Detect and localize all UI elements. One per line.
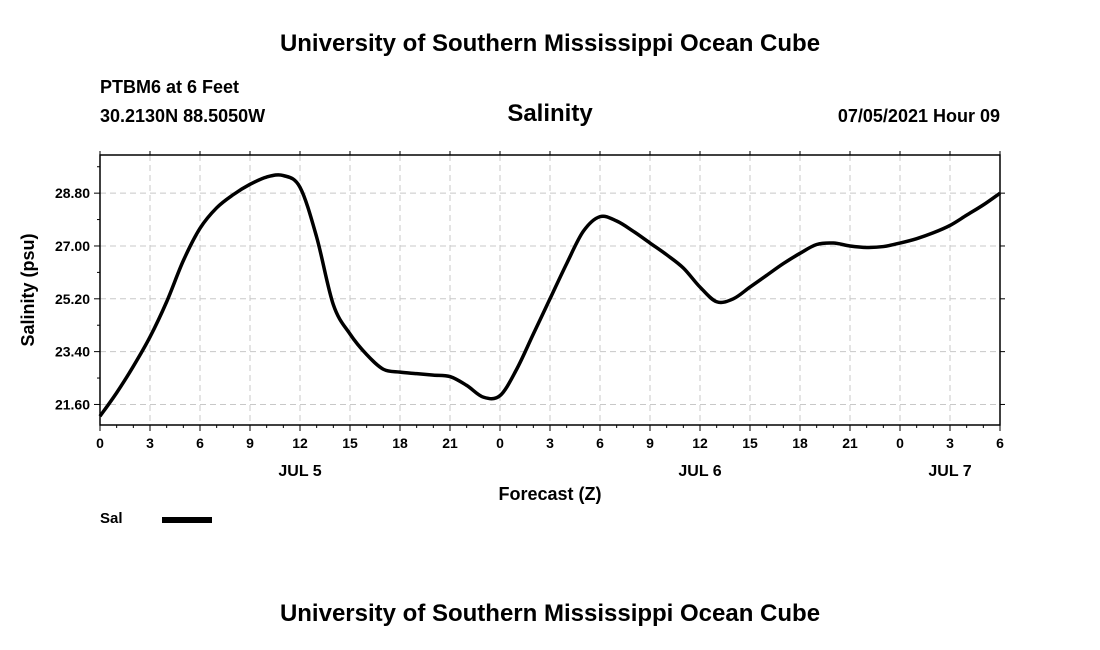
x-tick-label: 3 — [946, 435, 954, 451]
y-tick-label: 21.60 — [55, 396, 90, 412]
bottom-title: University of Southern Mississippi Ocean… — [279, 600, 821, 627]
y-tick-label: 23.40 — [55, 344, 90, 360]
legend-swatch — [162, 517, 212, 523]
y-tick-label: 25.20 — [55, 291, 90, 307]
x-tick-label: 15 — [342, 435, 358, 451]
x-tick-label: 21 — [842, 435, 858, 451]
x-tick-label: 18 — [792, 435, 808, 451]
x-axis-label: Forecast (Z) — [498, 484, 601, 504]
x-tick-label: 6 — [596, 435, 604, 451]
forecast-datetime: 07/05/2021 Hour 09 — [837, 106, 1000, 126]
x-tick-label: 21 — [442, 435, 458, 451]
x-day-label: JUL 6 — [678, 463, 721, 480]
x-tick-label: 6 — [196, 435, 204, 451]
x-tick-label: 12 — [292, 435, 308, 451]
x-tick-label: 0 — [896, 435, 904, 451]
x-tick-label: 3 — [146, 435, 154, 451]
x-day-label: JUL 5 — [278, 463, 321, 480]
x-tick-label: 6 — [996, 435, 1004, 451]
y-tick-label: 27.00 — [55, 238, 90, 254]
x-tick-label: 12 — [692, 435, 708, 451]
legend-label: Sal — [100, 510, 123, 527]
top-title: University of Southern Mississippi Ocean… — [279, 30, 821, 57]
x-tick-label: 15 — [742, 435, 758, 451]
station-label: PTBM6 at 6 Feet — [100, 77, 240, 97]
x-tick-label: 9 — [646, 435, 654, 451]
y-tick-label: 28.80 — [55, 185, 90, 201]
x-day-label: JUL 7 — [928, 463, 971, 480]
x-tick-label: 3 — [546, 435, 554, 451]
chart-title: Salinity — [507, 100, 593, 127]
x-tick-label: 18 — [392, 435, 408, 451]
station-coordinates: 30.2130N 88.5050W — [100, 106, 266, 126]
x-tick-label: 0 — [96, 435, 104, 451]
x-tick-label: 0 — [496, 435, 504, 451]
plot-frame — [99, 154, 1001, 426]
y-axis-label: Salinity (psu) — [18, 233, 38, 346]
x-tick-label: 9 — [246, 435, 254, 451]
series-line-sal — [98, 173, 1002, 418]
